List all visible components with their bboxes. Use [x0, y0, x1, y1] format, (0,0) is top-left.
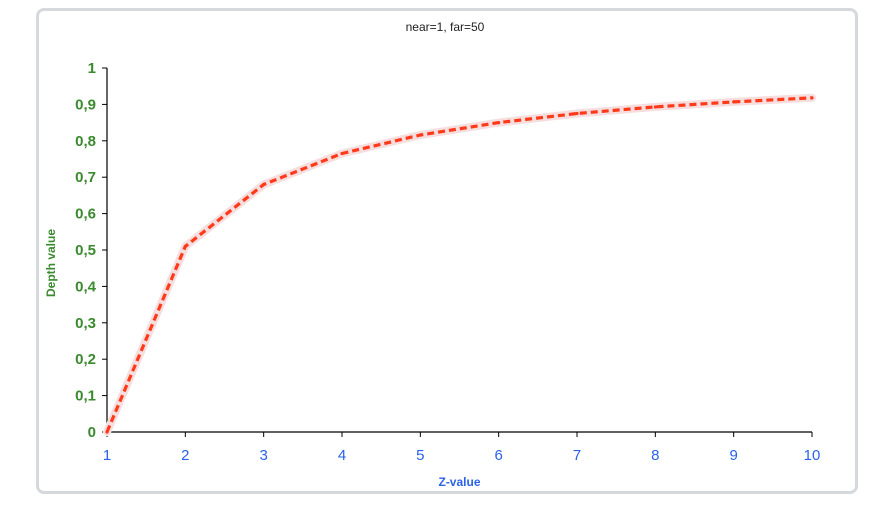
y-tick-label: 0,9 [75, 96, 96, 113]
y-tick-label: 0,5 [75, 242, 96, 259]
chart-title: near=1, far=50 [405, 20, 485, 34]
data-point [340, 151, 344, 156]
data-point [262, 182, 266, 187]
y-tick-label: 1 [88, 60, 96, 77]
series-layer [103, 93, 816, 436]
data-point [732, 100, 736, 104]
y-tick-label: 0,2 [75, 351, 96, 368]
data-point [183, 244, 187, 248]
y-axis-label: Depth value [44, 229, 58, 297]
x-tick-label: 1 [103, 447, 111, 464]
y-tick-label: 0,7 [75, 169, 96, 186]
y-tick-label: 0,1 [75, 388, 96, 405]
y-tick-label: 0,4 [75, 278, 97, 295]
data-point [810, 96, 814, 100]
y-tick-label: 0 [88, 424, 96, 441]
data-point [105, 430, 109, 434]
y-tick-label: 0,8 [75, 133, 96, 150]
x-axis-label: Z-value [438, 475, 480, 489]
y-axis-ticks: 0 0,1 0,2 0,3 0,4 0,5 0,6 0,7 0,8 0,9 1 [75, 60, 107, 441]
x-tick-label: 2 [181, 447, 189, 464]
series-line [105, 96, 813, 433]
y-tick-label: 0,3 [75, 315, 96, 332]
x-tick-label: 9 [729, 447, 737, 464]
x-tick-label: 5 [416, 447, 424, 464]
x-tick-label: 6 [494, 447, 502, 464]
y-tick-label: 0,6 [75, 206, 96, 223]
series-line-halo [103, 93, 816, 436]
x-tick-label: 10 [804, 447, 821, 464]
data-point [418, 133, 422, 137]
chart-frame [36, 8, 858, 494]
x-tick-label: 3 [259, 447, 267, 464]
data-point [653, 105, 657, 109]
x-tick-label: 8 [651, 447, 659, 464]
data-point [497, 121, 501, 125]
data-point [575, 111, 579, 116]
x-axis-ticks: 1 2 3 4 5 6 7 8 9 10 [103, 432, 821, 464]
x-tick-label: 4 [338, 447, 346, 464]
x-tick-label: 7 [573, 447, 581, 464]
